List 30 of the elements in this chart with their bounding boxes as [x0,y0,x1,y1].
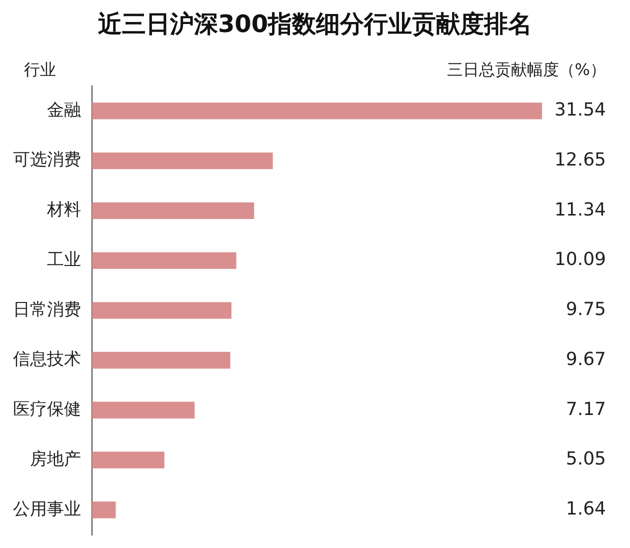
y-tick-label: 医疗保健 [13,400,81,420]
bar [92,152,273,170]
data-label: 11.34 [554,199,606,220]
chart-title: 近三日沪深300指数细分行业贡献度排名 [96,9,534,40]
data-label: 5.05 [566,448,606,470]
data-label: 1.64 [566,498,606,520]
bar [92,352,230,369]
y-tick-label: 信息技术 [13,350,81,370]
y-tick-label: 金融 [47,100,81,120]
bar [92,302,232,319]
y-tick-label: 可选消费 [13,150,81,170]
y-tick-label: 材料 [46,200,81,220]
bar [92,252,236,269]
y-tick-label: 日常消费 [13,300,81,320]
data-label: 10.09 [554,249,606,270]
bar [92,202,254,219]
y-tick-label: 房地产 [30,449,81,470]
x-axis-title: 三日总贡献幅度（%） [446,60,606,81]
bar [92,102,542,120]
data-label: 31.54 [554,100,606,121]
y-tick-label: 公用事业 [13,499,81,520]
bar [92,452,164,468]
bar [92,502,116,518]
bar [92,402,195,418]
y-tick-label: 工业 [47,250,81,270]
data-label: 9.75 [566,299,606,320]
y-axis-title: 行业 [24,60,56,81]
data-label: 7.17 [566,398,606,420]
data-label: 12.65 [554,149,606,170]
data-label: 9.67 [566,348,606,370]
